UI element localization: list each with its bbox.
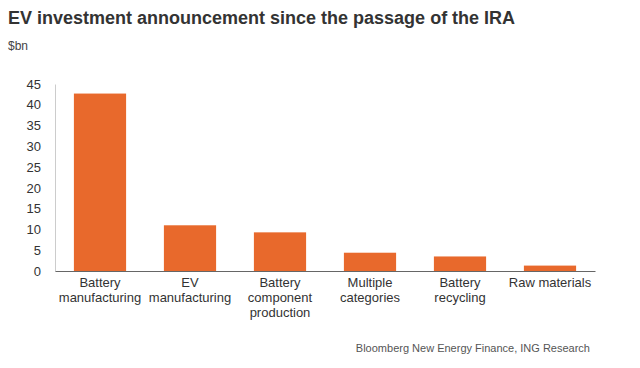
x-axis: Batterymanufacturing EVmanufacturing Batte… xyxy=(56,272,596,321)
y-tick: 15 xyxy=(27,201,55,216)
x-tick: Batterycomponentproduction xyxy=(248,275,313,320)
x-tick: Batteryrecycling xyxy=(434,275,485,305)
y-tick-label: 45 xyxy=(27,77,41,92)
y-tick-label: 10 xyxy=(27,222,41,237)
bars xyxy=(74,94,576,271)
y-tick-label: 30 xyxy=(27,139,41,154)
y-tick: 30 xyxy=(27,139,55,154)
x-tick: Raw materials xyxy=(509,275,592,290)
y-tick: 20 xyxy=(27,181,55,196)
source: Bloomberg New Energy Finance, ING Resear… xyxy=(356,342,590,354)
y-axis-line xyxy=(55,85,56,272)
x-tick: Batterymanufacturing xyxy=(59,275,141,305)
y-tick-label: 20 xyxy=(27,181,41,196)
y-tick: 5 xyxy=(34,243,55,258)
y-tick: 35 xyxy=(27,118,55,133)
y-tick: 40 xyxy=(27,97,55,112)
x-tick-label: Batterycomponentproduction xyxy=(248,275,313,320)
y-tick: 0 xyxy=(34,264,55,279)
x-tick: EVmanufacturing xyxy=(149,275,231,305)
x-tick-label: EVmanufacturing xyxy=(149,275,231,305)
y-tick-label: 40 xyxy=(27,97,41,112)
x-tick-label: Raw materials xyxy=(509,275,592,290)
x-axis-line xyxy=(56,271,596,272)
chart: EV investment announcement since the pas… xyxy=(0,0,640,368)
bar xyxy=(74,94,126,271)
y-tick-label: 25 xyxy=(27,160,41,175)
y-tick: 25 xyxy=(27,160,55,175)
y-tick: 45 xyxy=(27,77,55,92)
y-tick: 10 xyxy=(27,222,55,237)
title: EV investment announcement since the pas… xyxy=(8,8,515,28)
x-tick-label: Multiplecategories xyxy=(340,275,400,305)
x-tick-label: Batterymanufacturing xyxy=(59,275,141,305)
bar xyxy=(524,266,576,271)
y-tick-label: 35 xyxy=(27,118,41,133)
x-tick: Multiplecategories xyxy=(340,275,400,305)
bar xyxy=(164,225,216,271)
x-tick-label: Batteryrecycling xyxy=(434,275,485,305)
bar xyxy=(434,256,486,271)
bar xyxy=(344,253,396,271)
y-axis: 0 5 10 15 20 25 30 35 40 45 xyxy=(27,77,56,279)
bar xyxy=(254,232,306,271)
y-tick-label: 15 xyxy=(27,201,41,216)
y-tick-label: 5 xyxy=(34,243,41,258)
subtitle: $bn xyxy=(8,39,28,53)
y-tick-label: 0 xyxy=(34,264,41,279)
